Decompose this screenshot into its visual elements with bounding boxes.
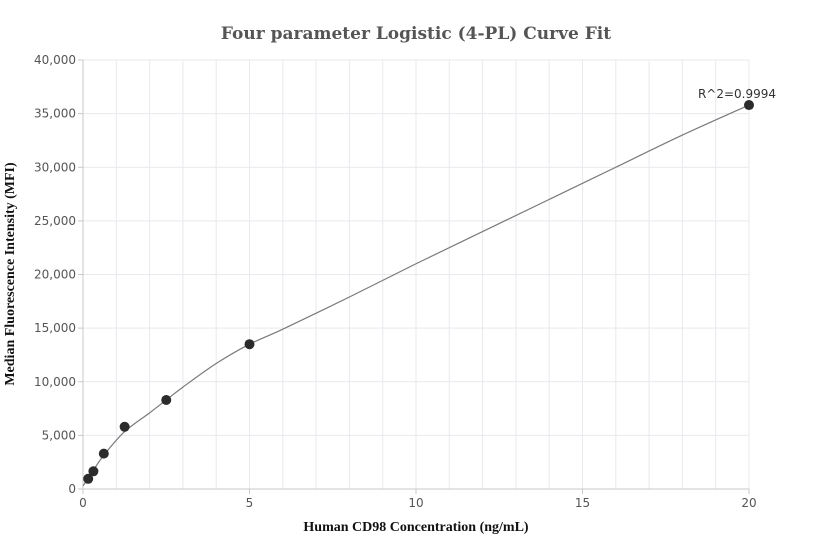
x-tick-label: 15 — [575, 496, 590, 510]
r-squared-annotation: R^2=0.9994 — [698, 87, 776, 101]
y-tick-label: 20,000 — [34, 268, 76, 282]
y-axis-title: Median Fluorescence Intensity (MFI) — [3, 162, 18, 386]
y-tick-label: 40,000 — [34, 53, 76, 67]
data-point — [88, 466, 99, 477]
y-tick-label: 35,000 — [34, 107, 76, 121]
data-point — [83, 473, 94, 484]
tick-labels: 0 5,000 10,000 15,000 20,000 25,000 30,000 35,0… — [34, 53, 757, 510]
data-point — [98, 448, 109, 459]
x-tick-label: 5 — [246, 496, 254, 510]
data-point — [119, 421, 130, 432]
y-tick-label: 5,000 — [42, 428, 76, 442]
chart-title: Four parameter Logistic (4-PL) Curve Fit — [221, 24, 611, 44]
y-tick-label: 10,000 — [34, 375, 76, 389]
x-tick-label: 20 — [741, 496, 756, 510]
y-tick-label: 15,000 — [34, 321, 76, 335]
x-axis-title: Human CD98 Concentration (ng/mL) — [303, 520, 529, 535]
y-tick-label: 25,000 — [34, 214, 76, 228]
grid — [83, 59, 750, 489]
data-point — [244, 339, 255, 350]
data-point — [744, 100, 754, 111]
data-points — [83, 100, 754, 484]
x-tick-label: 0 — [79, 496, 87, 510]
y-tick-label: 0 — [68, 482, 76, 496]
axes — [78, 59, 750, 494]
y-tick-label: 30,000 — [34, 160, 76, 174]
x-tick-label: 10 — [408, 496, 423, 510]
data-point — [161, 394, 172, 405]
